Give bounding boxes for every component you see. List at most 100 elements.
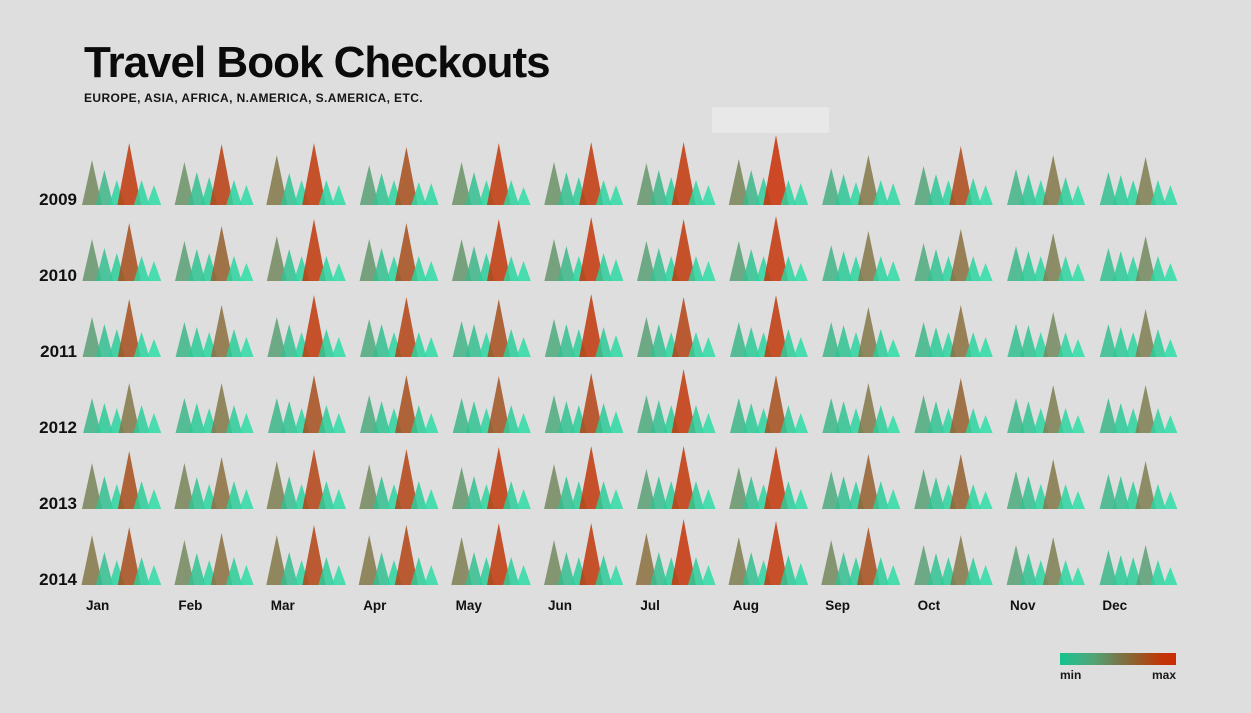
triangle <box>1071 567 1085 585</box>
triangle <box>872 329 889 357</box>
cell-2011-Oct <box>914 305 993 357</box>
triangle <box>729 398 748 433</box>
month-label: Dec <box>1102 598 1127 613</box>
triangle <box>949 378 972 433</box>
triangle <box>927 477 945 509</box>
triangle <box>1019 401 1037 433</box>
triangle <box>637 469 656 509</box>
triangle <box>544 319 564 357</box>
triangle <box>1099 172 1118 205</box>
cell-2010-Mar <box>266 219 346 281</box>
triangle <box>780 481 797 509</box>
triangle <box>82 317 102 357</box>
triangle <box>82 160 102 205</box>
triangle <box>914 166 933 205</box>
triangle <box>318 557 335 585</box>
cell-2013-Dec <box>1099 461 1178 509</box>
triangle <box>503 329 520 357</box>
triangle <box>1135 157 1156 205</box>
triangle <box>729 467 749 509</box>
triangle <box>557 172 576 205</box>
triangle <box>1163 185 1178 205</box>
page-title: Travel Book Checkouts <box>84 38 551 87</box>
triangle <box>1042 459 1064 509</box>
triangle <box>557 401 575 433</box>
triangle <box>1007 398 1025 433</box>
triangle <box>117 299 141 357</box>
triangle <box>410 481 427 509</box>
triangle <box>595 180 612 205</box>
triangle <box>635 533 658 585</box>
triangle <box>793 489 808 509</box>
triangle <box>451 467 472 509</box>
triangle <box>410 405 427 433</box>
triangle <box>688 180 704 205</box>
cell-2013-Jul <box>637 446 716 509</box>
triangle <box>465 324 483 357</box>
triangle <box>395 223 418 281</box>
month-label: Mar <box>271 598 296 613</box>
triangle <box>266 155 288 205</box>
cell-2012-Apr <box>360 375 439 433</box>
month-label: Jul <box>640 598 660 613</box>
triangle <box>146 565 162 585</box>
triangle <box>701 413 716 433</box>
cell-2013-Nov <box>1006 459 1085 509</box>
cell-2009-Apr <box>359 147 439 205</box>
triangle <box>133 405 150 433</box>
triangle <box>822 471 841 509</box>
cell-2012-Oct <box>914 378 993 433</box>
triangle <box>331 565 346 585</box>
cell-2012-Jul <box>637 369 716 433</box>
triangle <box>793 263 808 281</box>
triangle <box>516 565 531 585</box>
triangle <box>331 263 346 281</box>
cell-2011-Aug <box>729 295 808 357</box>
triangle <box>372 552 391 585</box>
triangle <box>225 481 243 509</box>
triangle <box>359 464 380 509</box>
triangle <box>544 239 564 281</box>
triangle <box>395 147 418 205</box>
triangle <box>267 317 287 357</box>
triangle <box>1057 408 1074 433</box>
triangle <box>950 305 972 357</box>
triangle <box>729 241 749 281</box>
triangle <box>1019 476 1038 509</box>
cell-2009-Aug <box>728 135 809 205</box>
triangle <box>1007 169 1025 205</box>
triangle <box>793 183 809 205</box>
triangle <box>978 263 993 281</box>
triangle <box>117 143 142 205</box>
triangle <box>239 337 254 357</box>
cell-2013-Jun <box>544 446 624 509</box>
triangle <box>1057 560 1074 585</box>
triangle <box>452 398 471 433</box>
triangle <box>544 540 564 585</box>
cell-2012-Mar <box>267 375 346 433</box>
triangle <box>780 555 797 585</box>
triangle <box>1042 155 1064 205</box>
triangle <box>608 565 624 585</box>
triangle <box>728 537 750 585</box>
triangle <box>210 457 233 509</box>
triangle <box>1019 325 1037 357</box>
cell-2014-Sep <box>821 527 901 585</box>
triangle <box>793 337 808 357</box>
triangle <box>133 481 150 509</box>
triangle <box>331 337 346 357</box>
triangle <box>822 322 841 357</box>
triangle <box>636 163 657 205</box>
triangle <box>359 239 379 281</box>
triangle <box>650 248 668 281</box>
triangle <box>516 261 531 281</box>
cell-2011-Mar <box>267 295 346 357</box>
cell-2009-Jun <box>544 142 624 205</box>
triangle <box>267 398 286 433</box>
triangle <box>857 307 879 357</box>
triangle <box>857 155 879 205</box>
triangle <box>424 337 439 357</box>
triangle <box>595 555 612 585</box>
triangle <box>424 489 439 509</box>
triangle <box>1019 553 1037 585</box>
